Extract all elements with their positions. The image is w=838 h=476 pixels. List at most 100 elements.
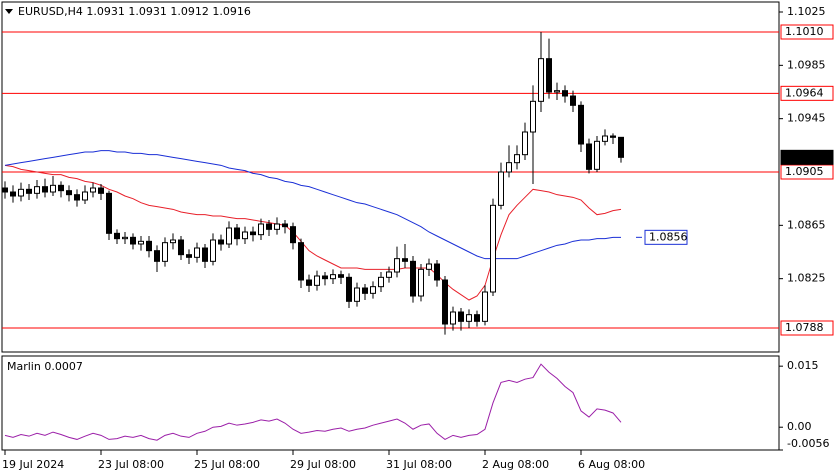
candle-body	[258, 223, 264, 236]
candle-body	[402, 258, 408, 262]
candle-body	[394, 258, 400, 273]
candle-body	[618, 136, 624, 158]
candle-body	[226, 227, 232, 245]
candle-body	[522, 131, 528, 156]
candle-body	[610, 135, 616, 138]
indicator-line	[4, 363, 622, 441]
price-label: 1.1010	[785, 25, 824, 38]
price-label: 1.0788	[785, 321, 824, 334]
candle-body	[546, 58, 552, 93]
low: 1.0912	[170, 5, 209, 18]
candle-body	[370, 286, 376, 294]
candle-body	[162, 242, 168, 262]
moving-average	[4, 150, 621, 260]
y-tick-label: 1.0825	[787, 272, 826, 285]
price-label-box	[780, 320, 834, 336]
candle-body	[210, 239, 216, 262]
candle-body	[578, 104, 584, 145]
candle-body	[170, 239, 176, 244]
candle-body	[34, 186, 40, 194]
candle-body	[242, 231, 248, 240]
candle-body	[298, 242, 304, 281]
moving-average	[4, 164, 622, 301]
candle-body	[554, 90, 560, 93]
open: 1.0931	[86, 5, 125, 18]
candle-body	[442, 279, 448, 325]
candle-body	[146, 240, 152, 252]
candle-body	[514, 154, 520, 164]
close: 1.0916	[212, 5, 251, 18]
candle-body	[250, 231, 256, 236]
candle-body	[322, 275, 328, 280]
candle-body	[154, 250, 160, 262]
y-tick-label: 0.015	[787, 359, 819, 372]
price-label-box	[780, 164, 834, 180]
x-tick-label: 29 Jul 08:00	[290, 458, 356, 471]
symbol: EURUSD,H4	[18, 5, 83, 18]
candle-body	[570, 95, 576, 106]
candle-body	[346, 276, 352, 302]
candle-body	[458, 311, 464, 322]
candle-body	[26, 188, 32, 194]
price-label-box	[644, 229, 688, 245]
candle-body	[66, 190, 72, 196]
candle-body	[2, 187, 8, 193]
candle-body	[386, 271, 392, 278]
candle-body	[538, 58, 544, 102]
candle-body	[98, 187, 104, 194]
candle-body	[234, 227, 240, 240]
y-tick-label: 0.00	[787, 420, 812, 433]
candle-body	[218, 239, 224, 245]
candle-body	[474, 314, 480, 322]
candle-body	[354, 287, 360, 302]
price-label-box	[780, 24, 834, 40]
main-panel	[1, 1, 780, 353]
candle-body	[122, 236, 128, 240]
candle-body	[562, 90, 568, 97]
y-tick-label: -0.0056	[787, 437, 829, 450]
candle-body	[130, 236, 136, 245]
candle-body	[194, 247, 200, 258]
price-label: 1.0905	[785, 165, 824, 178]
candle-body	[114, 232, 120, 240]
high: 1.0931	[128, 5, 167, 18]
candle-body	[314, 275, 320, 286]
candle-body	[482, 291, 488, 322]
x-tick-label: 25 Jul 08:00	[194, 458, 260, 471]
y-tick-label: 1.0865	[787, 218, 826, 231]
price-label: 1.0856	[649, 230, 688, 243]
candle-body	[90, 187, 96, 193]
indicator-panel	[1, 355, 780, 451]
candle-body	[338, 274, 344, 278]
menu-arrow	[5, 9, 13, 14]
candle-body	[178, 239, 184, 256]
y-tick-label: 1.0945	[787, 112, 826, 125]
candle-body	[202, 247, 208, 262]
candle-body	[50, 184, 56, 193]
candle-body	[82, 191, 88, 201]
price-label: 1.0964	[785, 86, 824, 99]
candle-body	[450, 311, 456, 325]
candle-body	[58, 184, 64, 192]
candle-body	[362, 287, 368, 294]
candle-body	[530, 100, 536, 133]
candle-body	[106, 192, 112, 234]
candle-body	[186, 254, 192, 258]
candle-body	[18, 188, 24, 197]
candle-body	[282, 223, 288, 228]
price-label: 1.0916	[785, 150, 824, 163]
candle-body	[410, 260, 416, 297]
candle-body	[426, 263, 432, 270]
indicator-title: Marlin 0.0007	[7, 360, 83, 373]
x-tick-label: 19 Jul 2024	[2, 458, 64, 471]
x-tick-label: 2 Aug 08:00	[482, 458, 549, 471]
candle-body	[418, 268, 424, 297]
candle-body	[138, 240, 144, 245]
x-tick-label: 31 Jul 08:00	[386, 458, 452, 471]
candle-body	[594, 140, 600, 170]
candle-body	[74, 194, 80, 201]
candle-body	[602, 135, 608, 142]
candle-body	[42, 186, 48, 193]
price-label-box	[780, 149, 834, 165]
candle-body	[290, 226, 296, 244]
